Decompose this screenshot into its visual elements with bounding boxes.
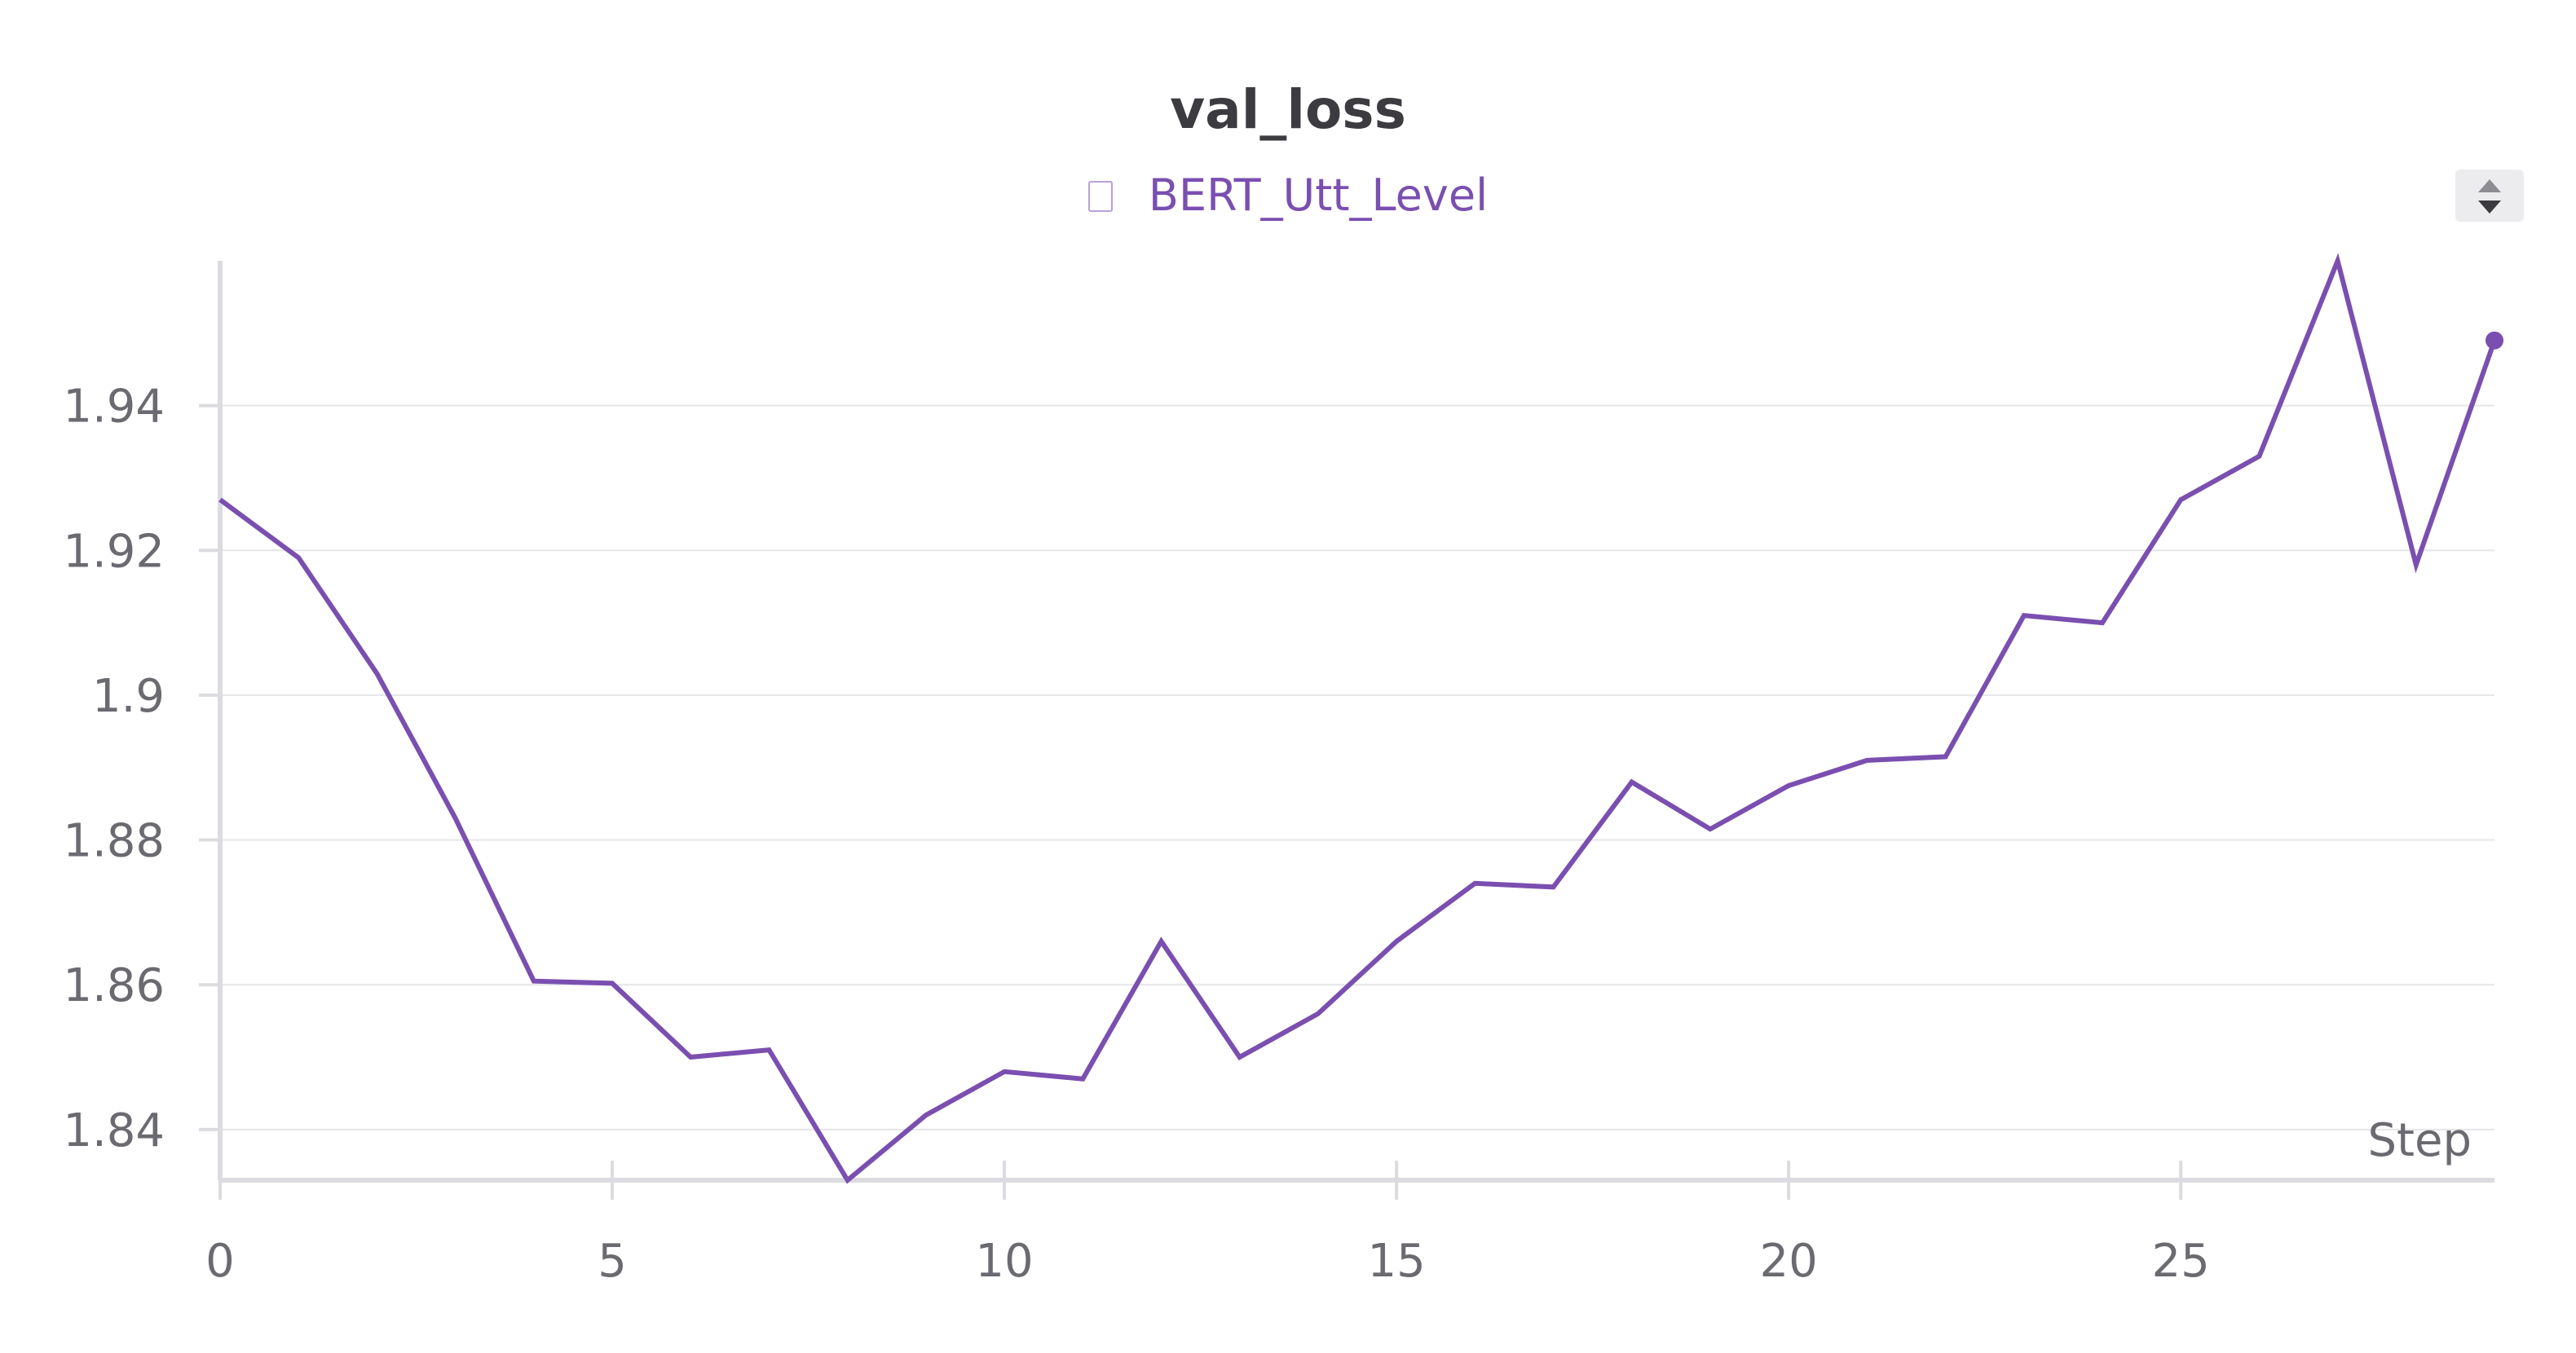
y-tick-label: 1.84 [63, 1104, 165, 1157]
x-tick-label: 0 [205, 1235, 235, 1288]
last-point-marker[interactable] [2486, 331, 2503, 350]
x-tick-label: 10 [975, 1235, 1033, 1288]
up-down-caret-icon[interactable] [2455, 170, 2524, 222]
x-tick-label: 5 [598, 1235, 627, 1288]
y-axis-ticks: 1.84 1.86 1.88 1.9 1.92 1.94 [63, 381, 220, 1157]
x-tick-label: 15 [1367, 1235, 1425, 1288]
x-tick-label: 20 [1760, 1235, 1818, 1288]
series-layer [218, 253, 2503, 1184]
caret-up-icon[interactable] [2478, 179, 2501, 192]
chart-title: val_loss [1170, 78, 1406, 141]
y-tick-label: 1.9 [92, 670, 165, 723]
y-tick-label: 1.92 [63, 525, 165, 578]
legend[interactable]: BERT_Utt_Level [0, 170, 2576, 221]
x-axis-label: Step [2367, 1114, 2472, 1167]
grid-lines [220, 404, 2494, 1130]
y-tick-label: 1.88 [63, 815, 165, 868]
x-tick-label: 25 [2152, 1235, 2210, 1288]
legend-label: BERT_Utt_Level [1148, 170, 1489, 221]
series-line [218, 253, 2497, 1184]
axes [218, 261, 2494, 1183]
x-axis-ticks: 0 5 10 15 20 25 [205, 1161, 2210, 1288]
caret-down-icon[interactable] [2478, 201, 2501, 214]
y-tick-label: 1.86 [63, 959, 165, 1012]
y-tick-label: 1.94 [63, 381, 165, 434]
series-swatch-icon [1087, 181, 1113, 212]
